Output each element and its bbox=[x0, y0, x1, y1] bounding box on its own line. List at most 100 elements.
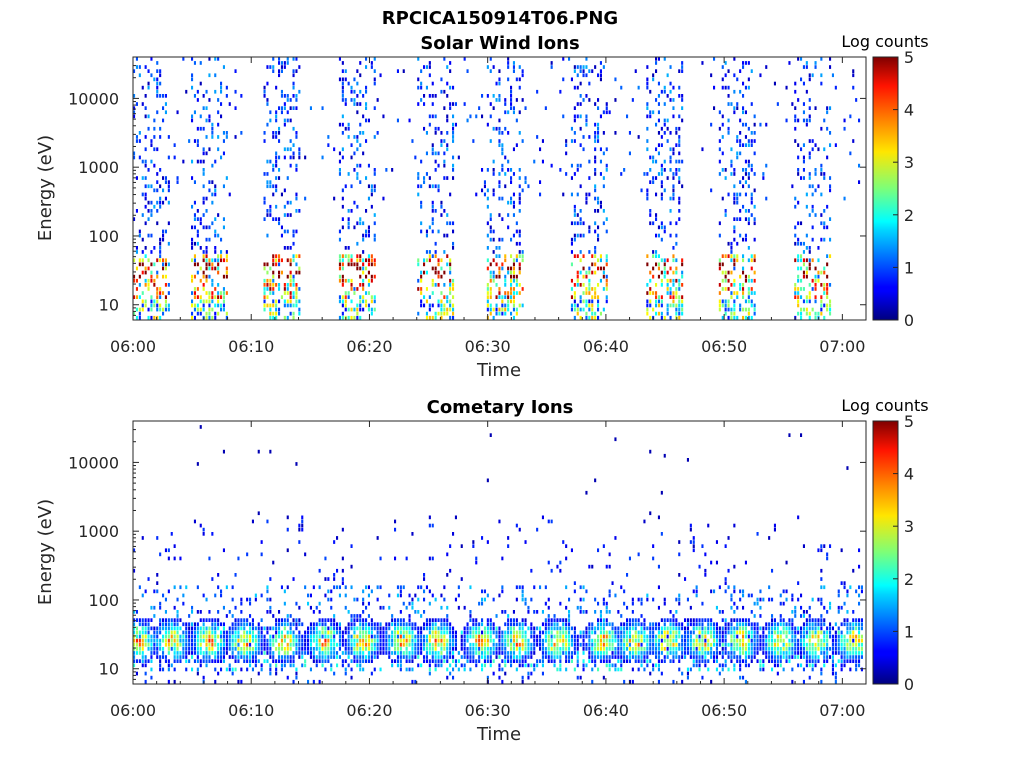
heatmap-cell bbox=[466, 659, 469, 663]
heatmap-cell bbox=[808, 315, 811, 320]
heatmap-cell bbox=[179, 556, 182, 561]
heatmap-cell bbox=[289, 262, 292, 267]
heatmap-cell bbox=[164, 196, 167, 201]
heatmap-cell bbox=[222, 548, 225, 553]
heatmap-cell bbox=[637, 655, 640, 659]
heatmap-cell bbox=[614, 593, 617, 598]
heatmap-cell bbox=[724, 254, 727, 258]
heatmap-cell bbox=[304, 663, 307, 668]
heatmap-cell bbox=[649, 155, 652, 160]
heatmap-cell bbox=[237, 626, 240, 631]
heatmap-cell bbox=[530, 651, 533, 655]
heatmap-cell bbox=[495, 655, 498, 659]
heatmap-cell bbox=[144, 114, 147, 119]
heatmap-cell bbox=[599, 69, 602, 73]
heatmap-cell bbox=[576, 659, 579, 663]
heatmap-cell bbox=[269, 159, 272, 164]
heatmap-cell bbox=[191, 241, 194, 246]
heatmap-cell bbox=[327, 651, 330, 655]
heatmap-cell bbox=[399, 618, 402, 622]
heatmap-cell bbox=[173, 655, 176, 659]
heatmap-cell bbox=[539, 647, 542, 651]
heatmap-cell bbox=[353, 135, 356, 139]
heatmap-cell bbox=[672, 614, 675, 618]
heatmap-cell bbox=[533, 634, 536, 639]
heatmap-cell bbox=[193, 622, 196, 627]
heatmap-cell bbox=[292, 278, 295, 283]
heatmap-cell bbox=[373, 69, 376, 73]
heatmap-cell bbox=[541, 139, 544, 143]
panel-title: Cometary Ions bbox=[427, 397, 574, 418]
heatmap-cell bbox=[742, 81, 745, 86]
heatmap-cell bbox=[202, 307, 205, 312]
heatmap-cell bbox=[637, 552, 640, 557]
heatmap-cell bbox=[144, 221, 147, 226]
heatmap-cell bbox=[144, 638, 147, 643]
heatmap-cell bbox=[684, 618, 687, 622]
heatmap-cell bbox=[156, 147, 159, 152]
heatmap-cell bbox=[599, 618, 602, 622]
heatmap-cell bbox=[289, 303, 292, 308]
heatmap-cell bbox=[376, 651, 379, 655]
heatmap-cell bbox=[495, 630, 498, 635]
heatmap-cell bbox=[133, 610, 136, 614]
heatmap-cell bbox=[443, 597, 446, 602]
heatmap-cell bbox=[249, 655, 252, 659]
heatmap-cell bbox=[718, 291, 721, 295]
heatmap-cell bbox=[649, 630, 652, 635]
heatmap-cell bbox=[579, 209, 582, 213]
heatmap-cell bbox=[495, 98, 498, 102]
heatmap-cell bbox=[225, 311, 228, 316]
heatmap-cell bbox=[820, 213, 823, 217]
heatmap-cell bbox=[135, 65, 138, 69]
heatmap-cell bbox=[370, 642, 373, 647]
heatmap-cell bbox=[269, 671, 272, 676]
heatmap-cell bbox=[150, 634, 153, 639]
heatmap-cell bbox=[550, 647, 553, 651]
heatmap-cell bbox=[843, 118, 846, 123]
heatmap-cell bbox=[573, 589, 576, 594]
heatmap-cell bbox=[469, 114, 472, 119]
heatmap-cell bbox=[443, 630, 446, 635]
heatmap-cell bbox=[431, 647, 434, 651]
heatmap-cell bbox=[347, 172, 350, 176]
heatmap-cell bbox=[617, 667, 620, 672]
heatmap-cell bbox=[275, 262, 278, 267]
heatmap-cell bbox=[808, 77, 811, 82]
heatmap-cell bbox=[614, 655, 617, 659]
heatmap-cell bbox=[249, 642, 252, 647]
heatmap-cell bbox=[449, 634, 452, 639]
heatmap-cell bbox=[379, 556, 382, 561]
heatmap-cell bbox=[669, 287, 672, 291]
heatmap-cell bbox=[437, 188, 440, 193]
heatmap-cell bbox=[280, 258, 283, 263]
heatmap-cell bbox=[376, 626, 379, 631]
heatmap-cell bbox=[576, 651, 579, 655]
heatmap-cell bbox=[156, 69, 159, 73]
heatmap-cell bbox=[431, 630, 434, 635]
heatmap-cell bbox=[805, 311, 808, 316]
heatmap-cell bbox=[193, 626, 196, 631]
heatmap-cell bbox=[425, 626, 428, 631]
colorbar bbox=[872, 56, 899, 321]
heatmap-cell bbox=[286, 618, 289, 622]
heatmap-cell bbox=[193, 630, 196, 635]
heatmap-cell bbox=[663, 315, 666, 320]
heatmap-cell bbox=[582, 597, 585, 602]
heatmap-cell bbox=[657, 605, 660, 610]
heatmap-cell bbox=[802, 143, 805, 147]
heatmap-cell bbox=[246, 638, 249, 643]
heatmap-cell bbox=[568, 638, 571, 643]
heatmap-cell bbox=[443, 89, 446, 94]
heatmap-cell bbox=[663, 270, 666, 275]
heatmap-cell bbox=[643, 667, 646, 672]
heatmap-cell bbox=[747, 176, 750, 180]
heatmap-cell bbox=[527, 675, 530, 680]
heatmap-cell bbox=[599, 73, 602, 78]
heatmap-cell bbox=[660, 618, 663, 622]
heatmap-cell bbox=[275, 299, 278, 304]
heatmap-cell bbox=[280, 642, 283, 647]
heatmap-cell bbox=[646, 254, 649, 258]
heatmap-cell bbox=[176, 642, 179, 647]
heatmap-cell bbox=[655, 303, 658, 308]
